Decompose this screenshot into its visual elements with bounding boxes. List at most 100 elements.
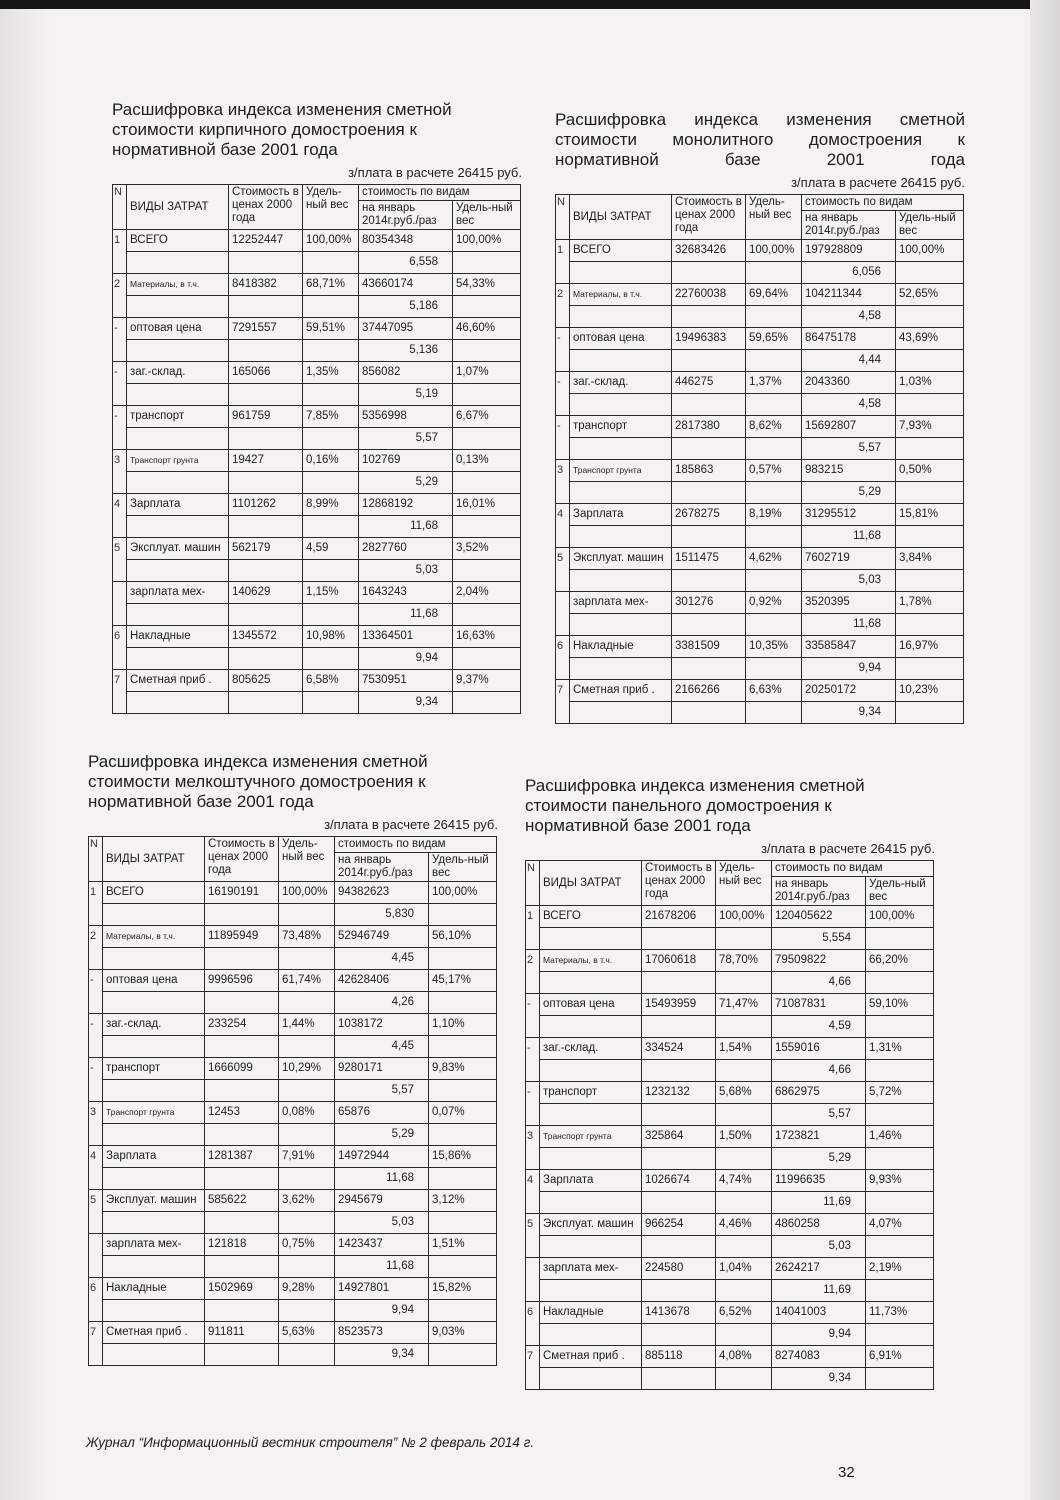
empty-cell (715, 971, 772, 994)
value-2014: 80354348 (358, 229, 453, 252)
change-index: 5,29 (801, 481, 896, 504)
empty-cell (451, 647, 522, 670)
cost-2000-value: 1502969 (204, 1277, 279, 1300)
cost-type-name: Транспорт грунта (569, 459, 672, 482)
table-row: 5 Эксплуат. машин 1511475 4,62% 7602719 3,84% (555, 547, 965, 592)
empty-cell (569, 481, 672, 504)
value-2014: 43660174 (358, 273, 453, 296)
table-row: - оптовая цена 7291557 59,51% 37447095 46,60% (112, 317, 522, 362)
cost-index-table: N ВИДЫ ЗАТРАТ Стоимость в ценах 2000 года У… (525, 860, 935, 1390)
change-index: 4,26 (334, 991, 429, 1014)
cost-type-name: оптовая цена (102, 969, 205, 992)
empty-cell (715, 1015, 772, 1038)
row-number: 3 (525, 1125, 540, 1170)
row-number: 5 (88, 1189, 103, 1234)
index-row: 5,186 (113, 295, 522, 318)
weight-value: 10,98% (302, 625, 359, 648)
monolithic-housing-section: Расшифровка индекса изменения сметной ст… (555, 110, 965, 724)
row-number: 7 (88, 1321, 103, 1366)
header-cost-2000: Стоимость в ценах 2000 года (204, 836, 279, 882)
empty-cell (302, 647, 359, 670)
cost-2000-value: 140629 (228, 581, 303, 604)
index-row: 5,03 (526, 1235, 935, 1258)
table-row: зарплата мех- 301276 0,92% 3520395 1,78% (555, 591, 965, 636)
weight-2014-value: 100,00% (864, 905, 935, 928)
cost-type-name: Зарплата (539, 1169, 642, 1192)
empty-cell (126, 515, 229, 538)
table-row: - транспорт 1666099 10,29% 9280171 9,83% (88, 1057, 498, 1102)
table-row: 6 Накладные 1502969 9,28% 14927801 15,82% (88, 1277, 498, 1322)
empty-cell (894, 305, 965, 328)
index-row: 5,19 (113, 383, 522, 406)
empty-cell (539, 1147, 642, 1170)
empty-cell (451, 559, 522, 582)
empty-cell (228, 691, 303, 714)
cost-type-name: транспорт (126, 405, 229, 428)
cost-2000-value: 2678275 (671, 503, 746, 526)
table-title: Расшифровка индекса изменения сметной ст… (525, 776, 865, 835)
cost-2000-value: 32683426 (671, 239, 746, 262)
empty-cell (745, 349, 802, 372)
value-2014: 1038172 (334, 1013, 429, 1036)
cost-type-name: Зарплата (126, 493, 229, 516)
empty-cell (745, 569, 802, 592)
cost-2000-value: 16190191 (204, 881, 279, 904)
empty-cell (204, 991, 279, 1014)
header-cost-2000: Стоимость в ценах 2000 года (641, 860, 716, 906)
weight-2014-value: 16,63% (451, 625, 522, 648)
index-row: 4,45 (89, 1035, 498, 1058)
value-2014: 37447095 (358, 317, 453, 340)
row-number: - (555, 371, 570, 416)
value-2014: 13364501 (358, 625, 453, 648)
weight-value: 9,28% (278, 1277, 335, 1300)
weight-value: 69,64% (745, 283, 802, 306)
empty-cell (427, 1211, 498, 1234)
table-row: зарплата мех- 121818 0,75% 1423437 1,51% (88, 1233, 498, 1278)
header-n: N (88, 836, 103, 882)
index-row: 5,03 (113, 559, 522, 582)
value-2014: 52946749 (334, 925, 429, 948)
table-row: 1 ВСЕГО 16190191 100,00% 94382623 100,00% (88, 881, 498, 926)
weight-value: 0,92% (745, 591, 802, 614)
cost-index-table: N ВИДЫ ЗАТРАТ Стоимость в ценах 2000 года У… (555, 194, 965, 724)
index-row: 4,44 (556, 349, 965, 372)
cost-type-name: Транспорт грунта (102, 1101, 205, 1124)
value-2014: 33585847 (801, 635, 896, 658)
empty-cell (102, 1035, 205, 1058)
weight-value: 8,19% (745, 503, 802, 526)
table-row: 2 Материалы, в т.ч. 11895949 73,48% 52946749… (88, 925, 498, 970)
empty-cell (641, 1191, 716, 1214)
empty-cell (671, 657, 746, 680)
weight-value: 59,51% (302, 317, 359, 340)
cost-type-name: транспорт (539, 1081, 642, 1104)
weight-value: 73,48% (278, 925, 335, 948)
weight-value: 61,74% (278, 969, 335, 992)
index-row: 9,34 (526, 1367, 935, 1390)
change-index: 4,58 (801, 393, 896, 416)
empty-cell (204, 1079, 279, 1102)
cost-index-table: N ВИДЫ ЗАТРАТ Стоимость в ценах 2000 года У… (112, 184, 522, 714)
empty-cell (864, 1323, 935, 1346)
change-index: 5,186 (358, 295, 453, 318)
empty-cell (671, 305, 746, 328)
empty-cell (894, 701, 965, 724)
value-2014: 2945679 (334, 1189, 429, 1212)
cost-type-name: ВСЕГО (102, 881, 205, 904)
table-row: 2 Материалы, в т.ч. 17060618 78,70% 79509822… (525, 949, 935, 994)
cost-index-table: N ВИДЫ ЗАТРАТ Стоимость в ценах 2000 года У… (88, 836, 498, 1366)
change-index: 5,554 (771, 927, 866, 950)
empty-cell (451, 383, 522, 406)
empty-cell (864, 927, 935, 950)
cost-2000-value: 11895949 (204, 925, 279, 948)
row-number: 5 (555, 547, 570, 592)
cost-type-name: Транспорт грунта (539, 1125, 642, 1148)
empty-cell (126, 383, 229, 406)
empty-cell (864, 1015, 935, 1038)
cost-2000-value: 15493959 (641, 993, 716, 1016)
cost-type-name: Накладные (126, 625, 229, 648)
empty-cell (102, 991, 205, 1014)
cost-type-name: ВСЕГО (569, 239, 672, 262)
row-number: 1 (525, 905, 540, 950)
empty-cell (302, 515, 359, 538)
table-row: 5 Эксплуат. машин 966254 4,46% 4860258 4,07% (525, 1213, 935, 1258)
